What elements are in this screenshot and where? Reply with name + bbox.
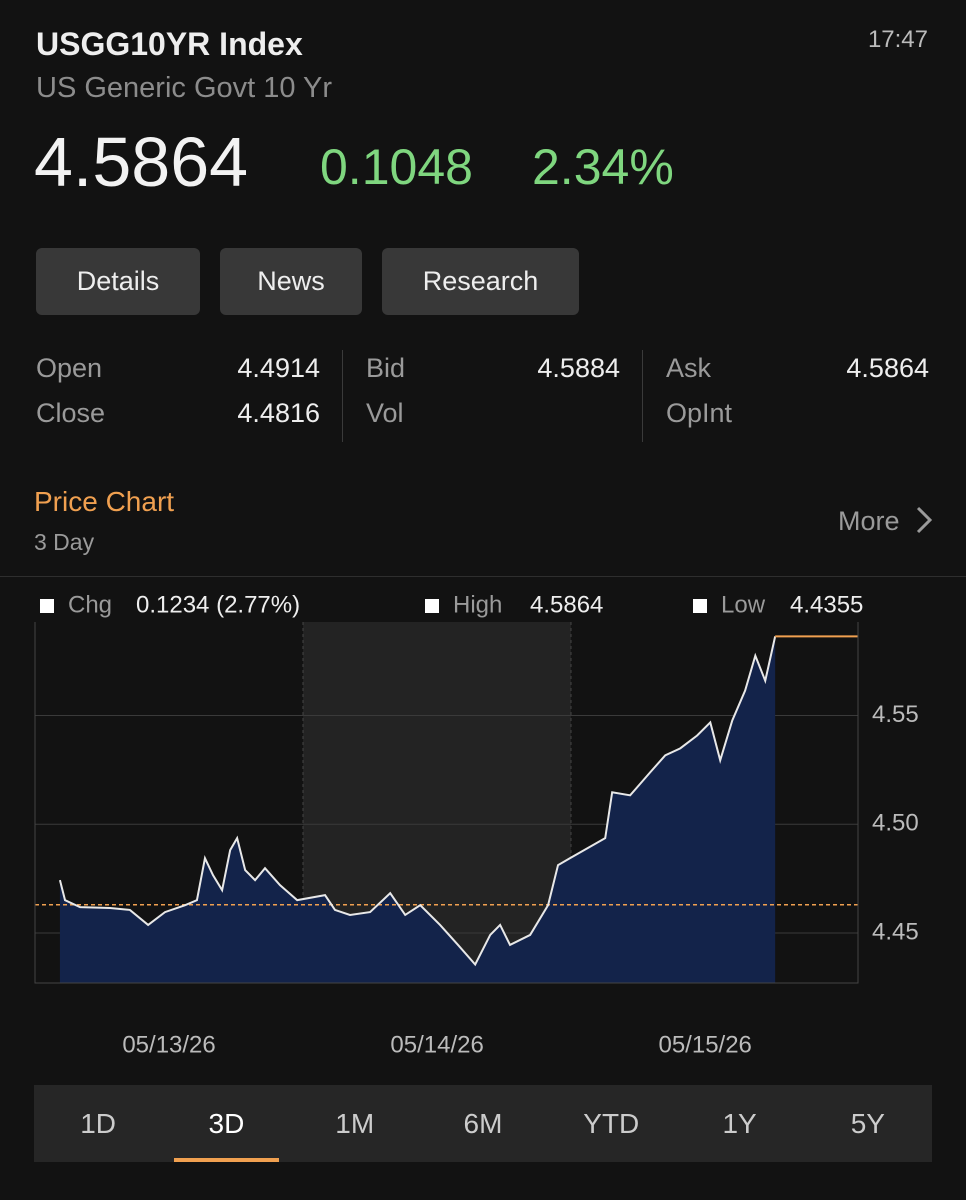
legend-label: Chg [68,591,112,618]
range-bar [34,1085,932,1162]
divider [642,350,643,442]
x-tick-label: 05/13/26 [122,1031,215,1058]
clock: 17:47 [867,26,928,53]
x-tick-label: 05/15/26 [658,1031,751,1058]
change-pct: 2.34% [532,139,674,195]
chart: 4.45 4.50 4.55 05/13/26 05/14/26 05/15/26 Chg 0… [34,591,919,1058]
area [59,636,776,983]
tab-button[interactable]: Research [382,248,579,315]
more-link[interactable]: More [838,506,933,537]
security-name: US Generic Govt 10 Yr [36,72,333,104]
section-subtitle: 3 Day [34,529,95,555]
range-button[interactable]: 6M [463,1108,503,1139]
ticker: USGG10YR Index [36,26,303,62]
stat-label: Vol [366,398,404,428]
range-button[interactable]: 1M [335,1108,375,1139]
divider [342,350,343,442]
price: 4.5864 [34,123,249,201]
range-button[interactable]: YTD [583,1108,640,1139]
stat-value: 4.4914 [237,353,320,383]
y-tick-label: 4.50 [872,810,919,837]
legend-value: 4.4355 [790,591,863,618]
range-button[interactable]: 1D [80,1108,117,1139]
divider [0,576,966,577]
y-tick-label: 4.45 [872,918,919,945]
range-button[interactable]: 5Y [850,1108,885,1139]
stat-value: 4.5884 [537,353,620,383]
chevron [916,506,933,534]
stat-value: 4.5864 [846,353,929,383]
x-tick-label: 05/14/26 [390,1031,483,1058]
legend-label: Low [721,591,766,618]
legend-value: 4.5864 [530,591,603,618]
y-tick-label: 4.55 [872,701,919,728]
stat-label: Ask [666,353,712,383]
stat-label: Open [36,353,103,383]
legend-swatch [425,599,439,613]
tab-button[interactable]: Details [36,248,200,315]
legend-label: High [453,591,502,618]
more-text: More [838,506,900,536]
plot-frame [34,622,859,984]
change: 0.1048 [320,139,473,195]
stat-label: Bid [366,353,406,383]
legend-value: 0.1234 (2.77%) [136,591,300,618]
tab-button[interactable]: News [220,248,362,315]
legend-swatch [40,599,54,613]
legend-swatch [693,599,707,613]
stat-label: OpInt [666,398,733,428]
stat-label: Close [36,398,106,428]
stat-value: 4.4816 [237,398,320,428]
range-button[interactable]: 3D [208,1108,245,1139]
range-button[interactable]: 1Y [722,1108,757,1139]
section-title: Price Chart [34,486,175,517]
price-line [58,636,777,967]
range-underline [174,1158,279,1162]
